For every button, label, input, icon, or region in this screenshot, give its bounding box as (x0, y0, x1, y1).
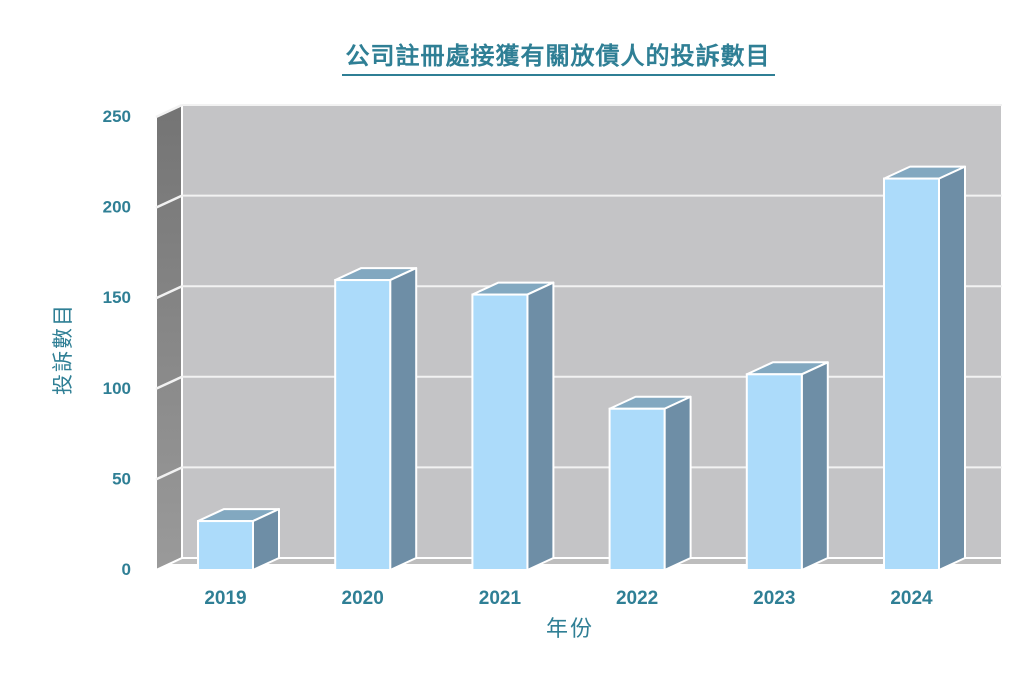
x-label-2023: 2023 (753, 588, 795, 609)
chart-title: 公司註冊處接獲有關放債人的投訴數目 (80, 36, 1036, 76)
gridline-wall-notch-150 (155, 285, 183, 300)
bar-front-face (334, 279, 392, 571)
bar-2021 (471, 281, 555, 571)
back-wall (181, 103, 1003, 559)
bar-2022 (608, 395, 692, 571)
bar-front-face (745, 373, 803, 571)
gridline-wall-notch-200 (155, 194, 183, 209)
y-tick-250: 250 (103, 107, 131, 126)
bar-2023 (745, 361, 829, 571)
left-wall (155, 102, 183, 572)
x-axis-title: 年份 (545, 617, 594, 642)
bar-series (197, 165, 966, 571)
gridline-wall-notch-50 (155, 466, 183, 481)
bar-side-face (526, 281, 555, 571)
y-tick-150: 150 (103, 288, 131, 307)
x-axis-labels: 2019 2020 2021 2022 2023 2024 (204, 588, 933, 609)
bar-side-face (252, 508, 280, 571)
bar-front-face (197, 520, 254, 571)
x-label-2022: 2022 (616, 588, 658, 609)
y-axis-ticks: 0 50 100 150 200 250 (103, 107, 131, 579)
x-label-2024: 2024 (890, 588, 933, 609)
gridline-wall-notch-250 (155, 103, 183, 119)
bar-front-face (883, 177, 940, 571)
x-label-2020: 2020 (342, 588, 384, 609)
bar-2024 (883, 165, 966, 571)
bar-2019 (197, 508, 280, 571)
bar-side-face (389, 267, 418, 571)
x-label-2021: 2021 (479, 588, 522, 609)
y-axis-title: 投訴數目 (51, 303, 75, 395)
bar-front-face (608, 407, 666, 571)
y-tick-0: 0 (122, 560, 131, 579)
plot-gridlines (155, 103, 1002, 481)
y-tick-50: 50 (112, 469, 131, 488)
bar-side-face (938, 165, 966, 571)
bar-front-face (471, 293, 529, 571)
gridline-wall-notch-100 (155, 375, 183, 390)
chart-title-text: 公司註冊處接獲有關放債人的投訴數目 (341, 36, 775, 76)
y-tick-100: 100 (103, 379, 131, 398)
floor (156, 557, 1003, 571)
bar-side-face (663, 395, 692, 571)
bar-side-face (800, 361, 829, 571)
plot-walls (155, 102, 1003, 572)
x-label-2019: 2019 (204, 588, 246, 609)
bar-2020 (334, 267, 418, 571)
y-tick-200: 200 (103, 198, 131, 217)
